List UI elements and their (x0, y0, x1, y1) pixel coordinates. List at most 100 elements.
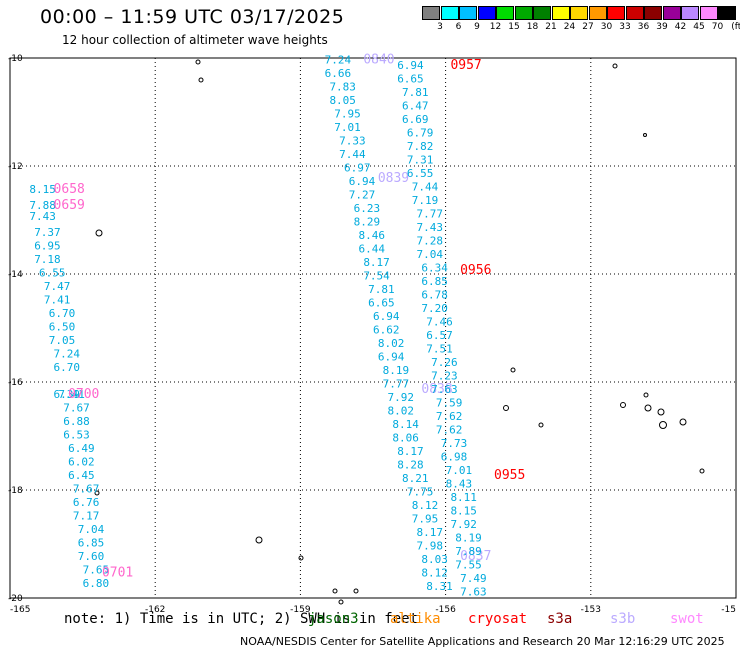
swh-value-label: 7.54 (363, 269, 390, 282)
plot-frame (9, 57, 737, 599)
swh-value-label: 7.60 (78, 550, 105, 563)
swh-value-label: 6.70 (49, 307, 76, 320)
swh-value-label: 8.15 (450, 504, 477, 517)
x-tick-label: -156 (435, 605, 456, 615)
swh-value-label: 7.18 (34, 253, 61, 266)
time-label: 0955 (494, 468, 525, 483)
x-tick-label: -15 (721, 605, 736, 615)
colorbar-swatch (514, 6, 533, 20)
colorbar-label: 15 (508, 22, 520, 32)
swh-value-label: 6.94 (378, 350, 405, 363)
colorbar-swatch (644, 6, 662, 20)
swh-value-label: 6.65 (397, 72, 424, 85)
swh-value-label: 8.02 (378, 337, 405, 350)
colorbar-swatch (662, 6, 681, 20)
island-outline (198, 77, 204, 83)
swh-value-label: 7.04 (78, 523, 105, 536)
swh-value-label: 6.95 (34, 240, 61, 253)
colorbar-label: 6 (455, 22, 462, 32)
colorbar-swatch (699, 6, 718, 20)
time-label: 0837 (460, 549, 491, 564)
swh-value-label: 7.82 (407, 140, 434, 153)
track-swot: 8.157.887.437.376.957.186.557.477.416.70… (29, 182, 133, 590)
swh-value-label: 7.65 (83, 564, 110, 577)
swh-value-label: 7.37 (34, 226, 61, 239)
chart-subtitle: 12 hour collection of altimeter wave hei… (62, 33, 328, 47)
legend: note: 1) Time is in UTC; 2) SWH is in fe… (0, 611, 740, 631)
swh-value-label: 8.14 (392, 418, 419, 431)
colorbar-label: 24 (563, 22, 576, 32)
track-cryosat: 6.946.657.816.476.696.797.827.316.557.44… (397, 58, 525, 598)
island-outline (510, 367, 516, 373)
time-label: 0957 (450, 58, 481, 73)
swh-value-label: 7.77 (417, 207, 444, 220)
swh-value-label: 6.57 (426, 329, 453, 342)
colorbar-label: 21 (545, 22, 557, 32)
swh-value-label: 7.41 (58, 388, 85, 401)
swh-value-label: 7.81 (368, 283, 395, 296)
swh-value-label: 8.17 (397, 445, 424, 458)
track-s3b: 7.246.667.838.057.957.017.337.446.976.94… (325, 52, 492, 593)
island-outline (643, 133, 647, 137)
colorbar-label: 42 (674, 22, 687, 32)
swh-value-label: 8.12 (412, 499, 439, 512)
time-label: 0701 (102, 565, 133, 580)
swh-value-label: 8.29 (354, 215, 381, 228)
x-tick-label: -153 (581, 605, 601, 615)
tracks: 8.157.887.437.376.957.186.557.477.416.70… (29, 52, 525, 598)
swh-value-label: 6.85 (78, 537, 105, 550)
swh-value-label: 7.77 (383, 377, 410, 390)
colorbar-label: 36 (637, 22, 650, 32)
y-tick-label: -10 (8, 54, 23, 64)
legend-entry: s3b (610, 611, 636, 627)
island-outline (659, 421, 667, 429)
swh-value-label: 8.17 (363, 256, 390, 269)
swh-value-label: 6.66 (325, 67, 352, 80)
swh-value-label: 7.04 (417, 248, 444, 261)
swh-value-label: 7.63 (460, 585, 487, 598)
swh-value-label: 6.55 (407, 167, 434, 180)
swh-value-label: 6.45 (68, 469, 95, 482)
footer-credit: NOAA/NESDIS Center for Satellite Applica… (240, 635, 725, 648)
island-outline (657, 408, 665, 416)
swh-value-label: 6.02 (68, 456, 95, 469)
island-outline (644, 404, 652, 412)
time-label: 0658 (54, 182, 85, 197)
legend-entry: jason3 (308, 611, 359, 627)
swh-value-label: 7.33 (339, 134, 366, 147)
x-tick-label: -165 (10, 605, 30, 615)
island-outline (612, 63, 618, 69)
swh-value-label: 7.49 (460, 572, 487, 585)
swh-value-label: 6.76 (73, 496, 100, 509)
swh-value-label: 8.19 (383, 364, 410, 377)
swh-value-label: 6.47 (402, 99, 429, 112)
swh-value-label: 6.65 (368, 296, 395, 309)
swh-value-label: 6.23 (354, 202, 381, 215)
time-label: 0840 (363, 52, 394, 67)
legend-entry: s3a (547, 611, 573, 627)
time-label: 0700 (68, 387, 99, 402)
swh-value-label: 6.69 (402, 113, 429, 126)
y-tick-label: -18 (8, 486, 23, 496)
swh-value-label: 7.75 (407, 485, 434, 498)
time-label: 0838 (421, 382, 452, 397)
swh-value-label: 7.41 (44, 294, 71, 307)
colorbar-swatch (681, 6, 699, 20)
swh-value-label: 7.67 (63, 402, 90, 415)
swh-value-label: 8.06 (392, 431, 419, 444)
swh-value-label: 8.05 (329, 94, 356, 107)
swh-value-label: 7.88 (29, 199, 56, 212)
island-outline (679, 418, 687, 426)
swh-value-label: 8.21 (402, 472, 429, 485)
colorbar-swatch (551, 6, 570, 20)
swh-value-label: 7.28 (417, 234, 444, 247)
swh-value-label: 6.79 (407, 126, 434, 139)
swh-value-label: 7.95 (412, 512, 439, 525)
swh-value-label: 7.19 (412, 194, 439, 207)
colorbar-label: 33 (619, 22, 631, 32)
swh-value-label: 7.44 (339, 148, 366, 161)
colorbar-swatch (533, 6, 551, 20)
swh-value-label: 8.12 (421, 566, 448, 579)
y-tick-label: -16 (8, 378, 23, 388)
